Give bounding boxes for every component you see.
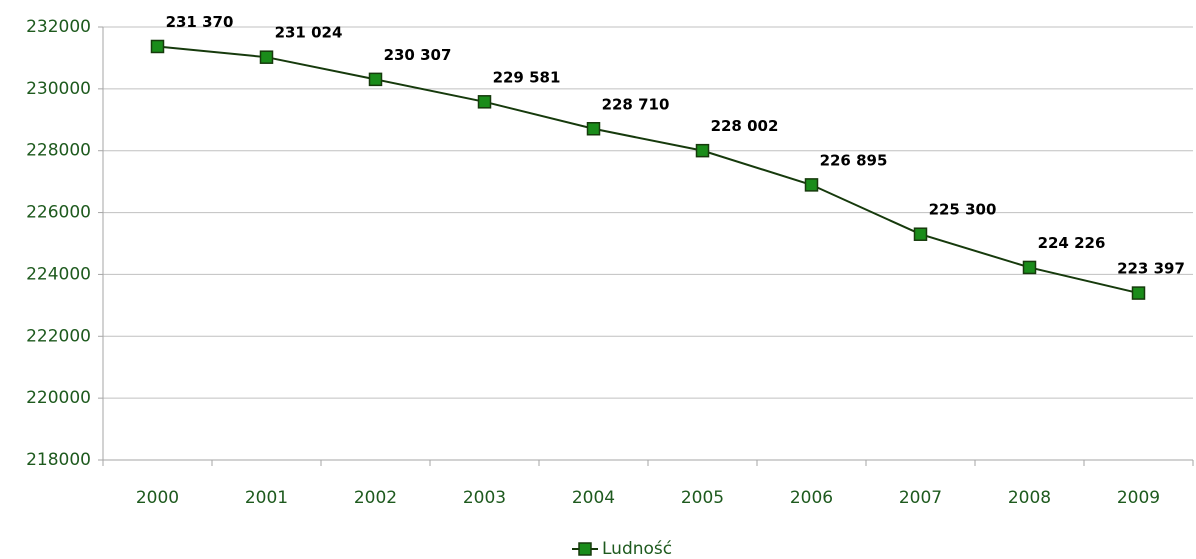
marker xyxy=(259,50,274,64)
data-label: 231 024 xyxy=(275,24,343,42)
series-line xyxy=(157,45,1139,295)
x-tick-label: 2000 xyxy=(136,488,179,508)
marker xyxy=(804,178,819,192)
marker xyxy=(368,72,383,87)
y-tick-label: 230000 xyxy=(26,79,91,99)
data-label: 229 581 xyxy=(493,68,561,86)
x-tick-label: 2002 xyxy=(354,488,397,508)
legend-marker xyxy=(578,542,592,556)
y-tick-label: 224000 xyxy=(26,264,91,284)
x-tick-label: 2009 xyxy=(1117,488,1160,508)
x-tick-label: 2005 xyxy=(681,488,724,508)
x-tick-label: 2001 xyxy=(245,488,288,508)
data-label: 231 370 xyxy=(166,13,234,31)
data-label: 228 710 xyxy=(602,95,670,113)
y-tick-label: 222000 xyxy=(26,326,91,346)
data-label: 224 226 xyxy=(1038,234,1106,252)
data-label: 226 895 xyxy=(820,151,888,169)
data-label: 223 397 xyxy=(1117,260,1185,278)
marker xyxy=(477,95,492,109)
y-tick-label: 226000 xyxy=(26,203,91,223)
x-tick-label: 2008 xyxy=(1008,488,1051,508)
x-tick-label: 2006 xyxy=(790,488,833,508)
data-label: 228 002 xyxy=(711,117,779,135)
marker xyxy=(150,39,165,54)
legend-label: Ludność xyxy=(602,539,672,559)
marker xyxy=(1131,286,1146,300)
x-tick-label: 2003 xyxy=(463,488,506,508)
y-tick-label: 218000 xyxy=(26,450,91,470)
y-tick-label: 232000 xyxy=(26,17,91,37)
x-tick-label: 2007 xyxy=(899,488,942,508)
x-tick-label: 2004 xyxy=(572,488,615,508)
marker xyxy=(913,227,928,241)
data-label: 225 300 xyxy=(929,201,997,219)
marker xyxy=(1022,260,1037,275)
y-tick-label: 220000 xyxy=(26,388,91,408)
marker xyxy=(586,122,601,136)
data-label: 230 307 xyxy=(384,46,452,64)
marker xyxy=(695,143,710,158)
y-tick-label: 228000 xyxy=(26,141,91,161)
